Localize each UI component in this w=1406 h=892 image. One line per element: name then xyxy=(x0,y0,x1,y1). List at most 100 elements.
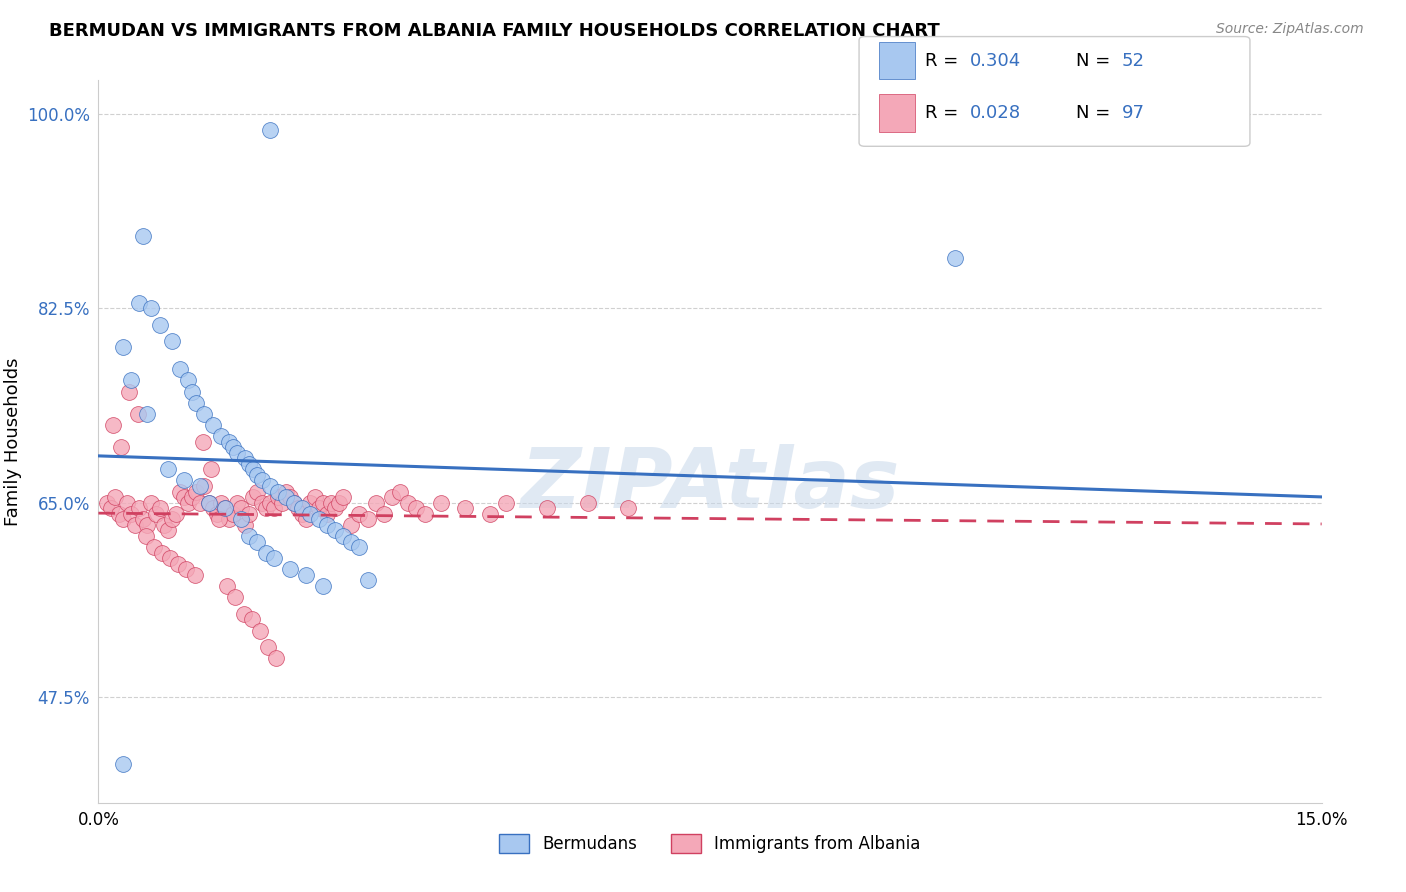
Point xyxy=(150,546,173,560)
Point xyxy=(173,474,195,488)
Point xyxy=(240,612,263,626)
Point xyxy=(943,251,966,265)
Point xyxy=(201,417,224,432)
Point xyxy=(283,496,305,510)
Point xyxy=(231,512,253,526)
Text: N =: N = xyxy=(1076,104,1115,122)
Point xyxy=(299,496,322,510)
Point xyxy=(101,417,124,432)
Point xyxy=(413,507,436,521)
Point xyxy=(267,484,290,499)
Point xyxy=(186,395,208,409)
Point xyxy=(238,529,260,543)
Point xyxy=(128,501,150,516)
Point xyxy=(96,496,118,510)
Point xyxy=(193,479,215,493)
Point xyxy=(250,496,273,510)
Point xyxy=(120,373,142,387)
Point xyxy=(332,529,354,543)
Point xyxy=(254,501,277,516)
Point xyxy=(259,123,281,137)
Point xyxy=(291,507,314,521)
Point xyxy=(373,507,395,521)
Point xyxy=(181,384,204,399)
Point xyxy=(167,557,190,571)
Point xyxy=(159,551,181,566)
Point xyxy=(323,501,346,516)
Point xyxy=(222,440,245,454)
Point xyxy=(315,517,337,532)
Point xyxy=(246,534,269,549)
Point xyxy=(108,507,131,521)
Point xyxy=(304,490,326,504)
Point xyxy=(323,524,346,538)
Point xyxy=(218,512,240,526)
Point xyxy=(128,295,150,310)
Point xyxy=(233,517,256,532)
Point xyxy=(396,496,419,510)
Point xyxy=(173,490,195,504)
Point xyxy=(299,507,322,521)
Point xyxy=(169,484,191,499)
Point xyxy=(132,512,155,526)
Point xyxy=(222,507,245,521)
Point xyxy=(149,501,172,516)
Point xyxy=(104,490,127,504)
Point xyxy=(100,501,122,516)
Point xyxy=(308,501,330,516)
Point xyxy=(193,407,215,421)
Point xyxy=(267,490,290,504)
Point xyxy=(246,467,269,482)
Point xyxy=(142,540,165,554)
Point xyxy=(188,496,212,510)
Point xyxy=(478,507,501,521)
Point xyxy=(214,501,236,516)
Point xyxy=(295,568,318,582)
Text: ZIPAtlas: ZIPAtlas xyxy=(520,444,900,525)
Y-axis label: Family Households: Family Households xyxy=(4,358,21,525)
Point xyxy=(246,484,269,499)
Point xyxy=(226,445,249,459)
Point xyxy=(332,490,354,504)
Text: R =: R = xyxy=(925,52,965,70)
Point xyxy=(118,384,141,399)
Point xyxy=(201,501,224,516)
Point xyxy=(136,517,159,532)
Point xyxy=(188,479,212,493)
Point xyxy=(160,334,183,349)
Point xyxy=(356,512,378,526)
Point xyxy=(124,517,146,532)
Point xyxy=(141,301,163,315)
Point xyxy=(405,501,427,516)
Point xyxy=(250,474,273,488)
Point xyxy=(181,490,204,504)
Point xyxy=(111,340,134,354)
Point xyxy=(319,496,342,510)
Point xyxy=(315,507,337,521)
Point xyxy=(205,507,228,521)
Point xyxy=(233,451,256,466)
Point xyxy=(141,496,163,510)
Point xyxy=(259,496,281,510)
Text: N =: N = xyxy=(1076,52,1115,70)
Point xyxy=(165,507,187,521)
Point xyxy=(328,496,350,510)
Point xyxy=(430,496,453,510)
Point xyxy=(132,228,155,243)
Point xyxy=(218,434,240,449)
Point xyxy=(156,524,179,538)
Point xyxy=(111,512,134,526)
Point xyxy=(278,490,301,504)
Point xyxy=(291,501,314,516)
Point xyxy=(149,318,172,332)
Point xyxy=(145,507,167,521)
Point xyxy=(257,640,280,655)
Text: 97: 97 xyxy=(1122,104,1144,122)
Point xyxy=(226,496,249,510)
Point xyxy=(312,579,335,593)
Text: 52: 52 xyxy=(1122,52,1144,70)
Point xyxy=(186,484,208,499)
Point xyxy=(254,546,277,560)
Point xyxy=(274,490,297,504)
Point xyxy=(152,517,174,532)
